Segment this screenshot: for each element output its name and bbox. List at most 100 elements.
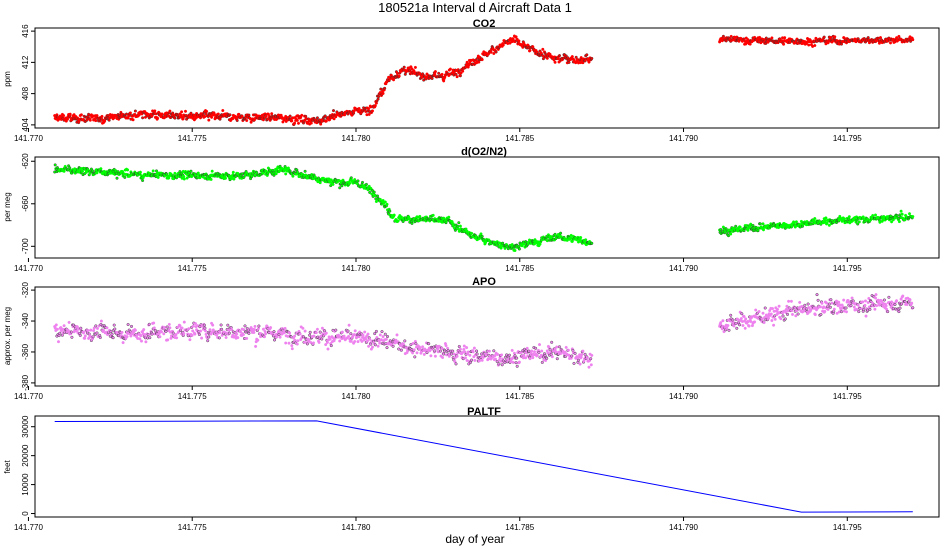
data-point-co2 [822, 35, 826, 39]
data-point-apo [505, 353, 509, 357]
data-point-apo [500, 363, 504, 367]
data-point-apo [191, 324, 195, 328]
data-point-do2n2 [62, 169, 66, 173]
data-point-apo [290, 344, 294, 348]
data-point-apo [385, 346, 389, 350]
data-point-co2 [440, 72, 444, 76]
data-point-co2 [168, 109, 172, 113]
data-point-apo [427, 342, 431, 346]
data-point-do2n2 [272, 173, 276, 177]
data-point-co2 [879, 36, 883, 40]
data-point-apo [829, 298, 833, 302]
data-point-apo [784, 310, 788, 314]
data-point-apo [254, 344, 258, 348]
data-point-apo [391, 344, 395, 348]
data-point-apo [771, 307, 775, 311]
figure-xlabel: day of year [445, 532, 504, 546]
data-point-apo [548, 347, 552, 351]
data-point-apo [363, 330, 367, 334]
data-point-apo [193, 322, 197, 326]
data-point-do2n2 [842, 217, 846, 221]
data-point-apo [325, 340, 329, 344]
data-point-do2n2 [364, 182, 368, 186]
data-point-apo [798, 300, 802, 304]
data-point-apo [719, 321, 723, 325]
data-point-apo [882, 298, 886, 302]
data-point-apo [538, 343, 542, 347]
data-point-apo [235, 332, 239, 336]
x-tick-label-do2n2: 141.785 [505, 264, 534, 273]
data-point-co2 [216, 112, 220, 116]
data-point-apo [578, 362, 582, 366]
data-point-co2 [153, 109, 157, 113]
data-point-apo [128, 330, 132, 334]
data-point-apo [429, 354, 433, 358]
data-point-apo [580, 353, 584, 357]
data-point-do2n2 [499, 246, 503, 250]
data-point-apo [857, 310, 861, 314]
data-point-apo [215, 333, 219, 337]
data-point-co2 [587, 60, 591, 64]
data-point-apo [512, 351, 516, 355]
data-point-do2n2 [431, 213, 435, 217]
panel-title-do2n2: d(O2/N2) [461, 146, 507, 158]
data-point-apo [540, 360, 544, 364]
data-point-co2 [514, 35, 518, 39]
x-tick-label-do2n2: 141.780 [342, 264, 371, 273]
data-point-co2 [477, 60, 481, 64]
data-point-apo [415, 351, 419, 355]
data-point-co2 [270, 112, 274, 116]
x-tick-label-apo: 141.775 [178, 392, 207, 401]
data-point-apo [825, 301, 829, 305]
x-tick-label-paltf: 141.775 [178, 523, 207, 532]
data-point-apo [867, 296, 871, 300]
data-point-apo [99, 319, 103, 323]
data-point-apo [245, 327, 249, 331]
data-point-do2n2 [734, 224, 738, 228]
data-point-apo [126, 323, 130, 327]
data-point-apo [739, 317, 743, 321]
data-point-apo [878, 302, 882, 306]
data-point-do2n2 [210, 169, 214, 173]
data-point-apo [452, 352, 456, 356]
data-point-apo [564, 345, 568, 349]
data-point-do2n2 [329, 184, 333, 188]
data-point-co2 [911, 38, 915, 42]
data-point-apo [314, 331, 318, 335]
data-point-co2 [293, 121, 297, 125]
data-point-co2 [585, 53, 589, 57]
data-point-apo [852, 305, 856, 309]
data-point-apo [507, 353, 511, 357]
data-point-apo [315, 327, 319, 331]
data-point-apo [412, 348, 416, 352]
data-point-co2 [180, 110, 184, 114]
data-point-apo [525, 346, 529, 350]
data-point-apo [165, 325, 169, 329]
data-point-apo [356, 340, 360, 344]
data-point-apo [69, 330, 73, 334]
data-point-apo [373, 343, 377, 347]
data-point-apo [433, 349, 437, 353]
data-point-do2n2 [138, 170, 142, 174]
data-point-apo [264, 332, 268, 336]
data-point-apo [204, 332, 208, 336]
data-point-apo [425, 351, 429, 355]
data-point-co2 [124, 112, 128, 116]
data-point-apo [283, 331, 287, 335]
data-point-co2 [376, 97, 380, 101]
data-point-co2 [221, 108, 225, 112]
data-point-do2n2 [590, 241, 594, 245]
data-point-apo [353, 329, 357, 333]
data-point-apo [110, 332, 114, 336]
data-point-apo [57, 340, 61, 344]
x-tick-label-co2: 141.775 [178, 134, 207, 143]
data-point-do2n2 [895, 214, 899, 218]
data-point-apo [433, 354, 437, 358]
data-point-apo [849, 304, 853, 308]
data-point-apo [732, 324, 736, 328]
y-tick-label-paltf: 30000 [21, 415, 30, 438]
data-point-apo [515, 356, 519, 360]
data-point-apo [441, 356, 445, 360]
data-point-apo [905, 303, 909, 307]
data-point-do2n2 [827, 223, 831, 227]
